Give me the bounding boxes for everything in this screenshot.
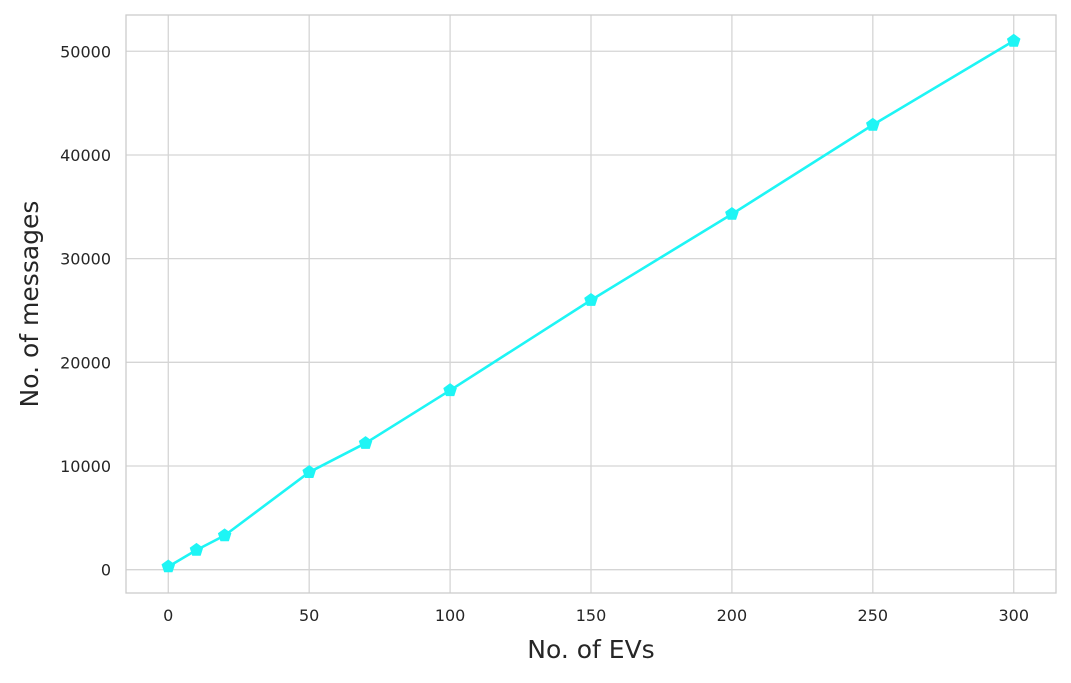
data-point-marker <box>866 117 880 131</box>
series-line <box>167 39 1015 568</box>
x-tick-label: 250 <box>858 606 889 625</box>
x-tick-label: 0 <box>163 606 173 625</box>
data-point-marker <box>217 528 232 542</box>
y-tick-label: 10000 <box>60 457 111 476</box>
x-tick-label: 100 <box>435 606 466 625</box>
y-tick-label: 0 <box>101 561 111 580</box>
y-axis-label: No. of messages <box>15 201 44 408</box>
x-axis-label: No. of EVs <box>527 635 654 664</box>
y-tick-label: 20000 <box>60 353 111 372</box>
series-layer <box>161 33 1021 573</box>
plot-frame <box>125 14 1057 594</box>
data-point-marker <box>584 292 598 306</box>
data-point-marker <box>725 206 739 220</box>
data-point-marker <box>1006 33 1021 47</box>
data-point-marker <box>358 436 373 449</box>
data-point-marker <box>443 383 457 397</box>
x-tick-label: 50 <box>299 606 319 625</box>
grid <box>126 15 1056 593</box>
x-tick-label: 150 <box>576 606 607 625</box>
y-tick-label: 30000 <box>60 250 111 269</box>
data-point-marker <box>161 559 176 573</box>
x-tick-labels: 0 50 100 150 200 250 300 <box>163 606 1029 625</box>
x-tick-label: 300 <box>998 606 1029 625</box>
data-point-marker <box>302 465 316 478</box>
y-tick-label: 40000 <box>60 146 111 165</box>
x-tick-label: 200 <box>717 606 748 625</box>
y-tick-labels: 0 10000 20000 30000 40000 50000 <box>60 42 111 579</box>
data-point-marker <box>189 542 204 556</box>
y-tick-label: 50000 <box>60 42 111 61</box>
